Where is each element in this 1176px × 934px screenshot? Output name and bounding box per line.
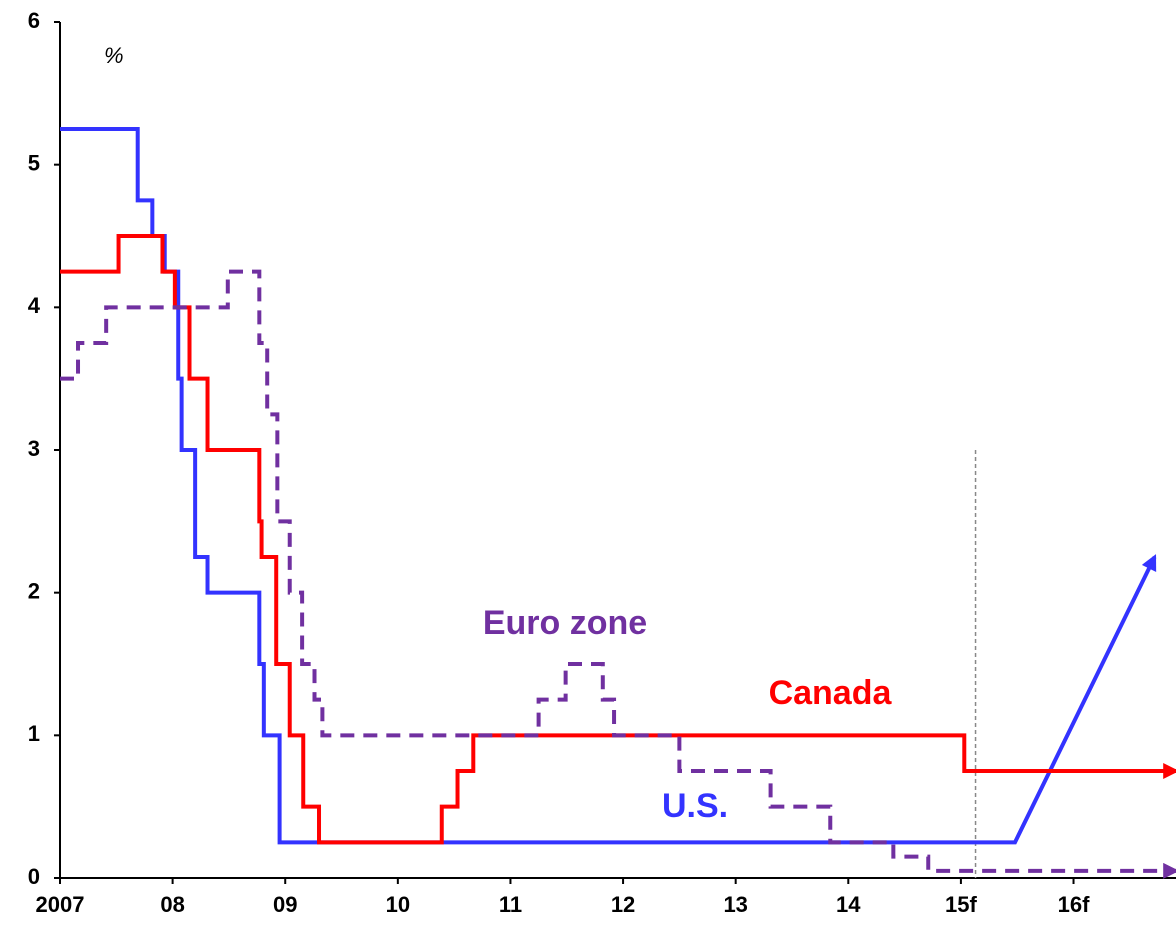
x-tick-label: 11 bbox=[499, 892, 522, 917]
series-label: Euro zone bbox=[483, 604, 647, 642]
y-tick-label: 5 bbox=[28, 150, 40, 175]
x-tick-label: 13 bbox=[723, 892, 747, 917]
y-tick-label: 0 bbox=[28, 864, 40, 889]
x-tick-label: 2007 bbox=[36, 892, 85, 917]
series-line bbox=[60, 127, 1157, 845]
x-tick-label: 09 bbox=[273, 892, 297, 917]
x-tick-label: 14 bbox=[836, 892, 861, 917]
y-tick-label: 3 bbox=[28, 436, 40, 461]
series-line bbox=[60, 269, 1176, 879]
y-tick-label: 6 bbox=[28, 8, 40, 33]
y-axis-label: % bbox=[104, 43, 124, 68]
y-tick-label: 4 bbox=[28, 293, 41, 318]
x-tick-label: 16f bbox=[1058, 892, 1090, 917]
y-tick-label: 1 bbox=[28, 721, 40, 746]
x-tick-label: 15f bbox=[945, 892, 977, 917]
series-label: Canada bbox=[769, 674, 893, 712]
x-tick-label: 10 bbox=[386, 892, 410, 917]
y-tick-label: 2 bbox=[28, 578, 40, 603]
x-tick-label: 12 bbox=[611, 892, 635, 917]
series-label: U.S. bbox=[662, 787, 728, 825]
x-tick-label: 08 bbox=[160, 892, 184, 917]
series-line bbox=[60, 234, 1176, 845]
